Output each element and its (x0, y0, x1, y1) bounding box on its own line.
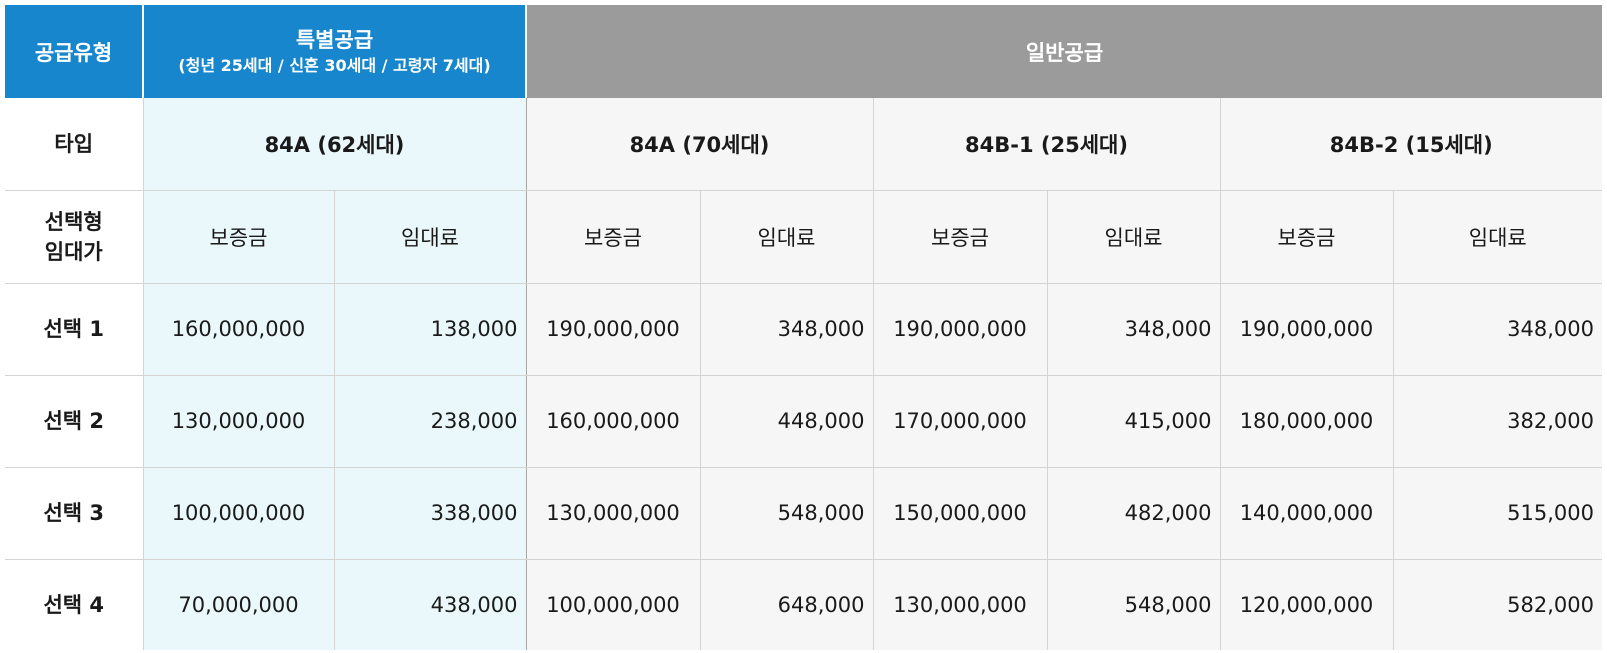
rent-cell: 238,000 (334, 375, 527, 468)
deposit-cell: 170,000,000 (873, 375, 1048, 468)
row-label: 선택 1 (5, 283, 144, 376)
special-supply-title: 특별공급 (295, 27, 374, 52)
deposit-cell: 190,000,000 (526, 283, 701, 376)
deposit-cell: 120,000,000 (1220, 559, 1394, 650)
rent-header: 임대료 (1393, 190, 1602, 284)
deposit-cell: 190,000,000 (1220, 283, 1394, 376)
rent-cell: 582,000 (1393, 559, 1602, 650)
selection-label: 선택형 임대가 (5, 190, 144, 284)
selection-row: 선택형 임대가 보증금 임대료 보증금 임대료 보증금 임대료 보증금 임대료 (5, 190, 1602, 284)
selection-label-line1: 선택형 (44, 209, 103, 234)
rental-price-table: 공급유형 특별공급 (청년 25세대 / 신혼 30세대 / 고령자 7세대) … (5, 5, 1602, 650)
row-label: 선택 4 (5, 559, 144, 650)
deposit-cell: 180,000,000 (1220, 375, 1394, 468)
deposit-cell: 70,000,000 (143, 559, 335, 650)
rent-cell: 382,000 (1393, 375, 1602, 468)
special-supply-subtitle: (청년 25세대 / 신혼 30세대 / 고령자 7세대) (178, 55, 491, 75)
rent-cell: 448,000 (700, 375, 874, 468)
deposit-header: 보증금 (1220, 190, 1394, 284)
table-row: 선택 3 100,000,000 338,000 130,000,000 548… (5, 467, 1602, 560)
deposit-cell: 130,000,000 (526, 467, 701, 560)
selection-label-line2: 임대가 (44, 239, 103, 264)
deposit-cell: 150,000,000 (873, 467, 1048, 560)
supply-type-label: 공급유형 (5, 5, 144, 98)
general-supply-header: 일반공급 (526, 5, 1602, 98)
rent-cell: 648,000 (700, 559, 874, 650)
type-cell: 84B-2 (15세대) (1220, 98, 1602, 191)
rent-cell: 415,000 (1047, 375, 1221, 468)
deposit-cell: 100,000,000 (143, 467, 335, 560)
rent-cell: 138,000 (334, 283, 527, 376)
type-cell: 84A (62세대) (143, 98, 527, 191)
deposit-header: 보증금 (143, 190, 335, 284)
type-cell: 84A (70세대) (526, 98, 874, 191)
type-cell: 84B-1 (25세대) (873, 98, 1221, 191)
table-row: 선택 1 160,000,000 138,000 190,000,000 348… (5, 283, 1602, 376)
deposit-header: 보증금 (873, 190, 1048, 284)
rent-cell: 548,000 (700, 467, 874, 560)
rent-cell: 438,000 (334, 559, 527, 650)
deposit-cell: 160,000,000 (526, 375, 701, 468)
rent-cell: 348,000 (700, 283, 874, 376)
deposit-cell: 160,000,000 (143, 283, 335, 376)
rent-cell: 548,000 (1047, 559, 1221, 650)
rent-header: 임대료 (1047, 190, 1221, 284)
row-label: 선택 2 (5, 375, 144, 468)
rent-cell: 338,000 (334, 467, 527, 560)
rent-cell: 515,000 (1393, 467, 1602, 560)
deposit-cell: 140,000,000 (1220, 467, 1394, 560)
type-row: 타입 84A (62세대) 84A (70세대) 84B-1 (25세대) 84… (5, 98, 1602, 191)
deposit-header: 보증금 (526, 190, 701, 284)
table-row: 선택 2 130,000,000 238,000 160,000,000 448… (5, 375, 1602, 468)
deposit-cell: 130,000,000 (143, 375, 335, 468)
deposit-cell: 190,000,000 (873, 283, 1048, 376)
type-label: 타입 (5, 98, 144, 191)
rent-cell: 348,000 (1393, 283, 1602, 376)
header-row: 공급유형 특별공급 (청년 25세대 / 신혼 30세대 / 고령자 7세대) … (5, 5, 1602, 98)
rent-header: 임대료 (700, 190, 874, 284)
special-supply-header: 특별공급 (청년 25세대 / 신혼 30세대 / 고령자 7세대) (143, 5, 527, 98)
rent-cell: 348,000 (1047, 283, 1221, 376)
deposit-cell: 130,000,000 (873, 559, 1048, 650)
row-label: 선택 3 (5, 467, 144, 560)
rent-cell: 482,000 (1047, 467, 1221, 560)
deposit-cell: 100,000,000 (526, 559, 701, 650)
rent-header: 임대료 (334, 190, 527, 284)
table-row: 선택 4 70,000,000 438,000 100,000,000 648,… (5, 559, 1602, 650)
